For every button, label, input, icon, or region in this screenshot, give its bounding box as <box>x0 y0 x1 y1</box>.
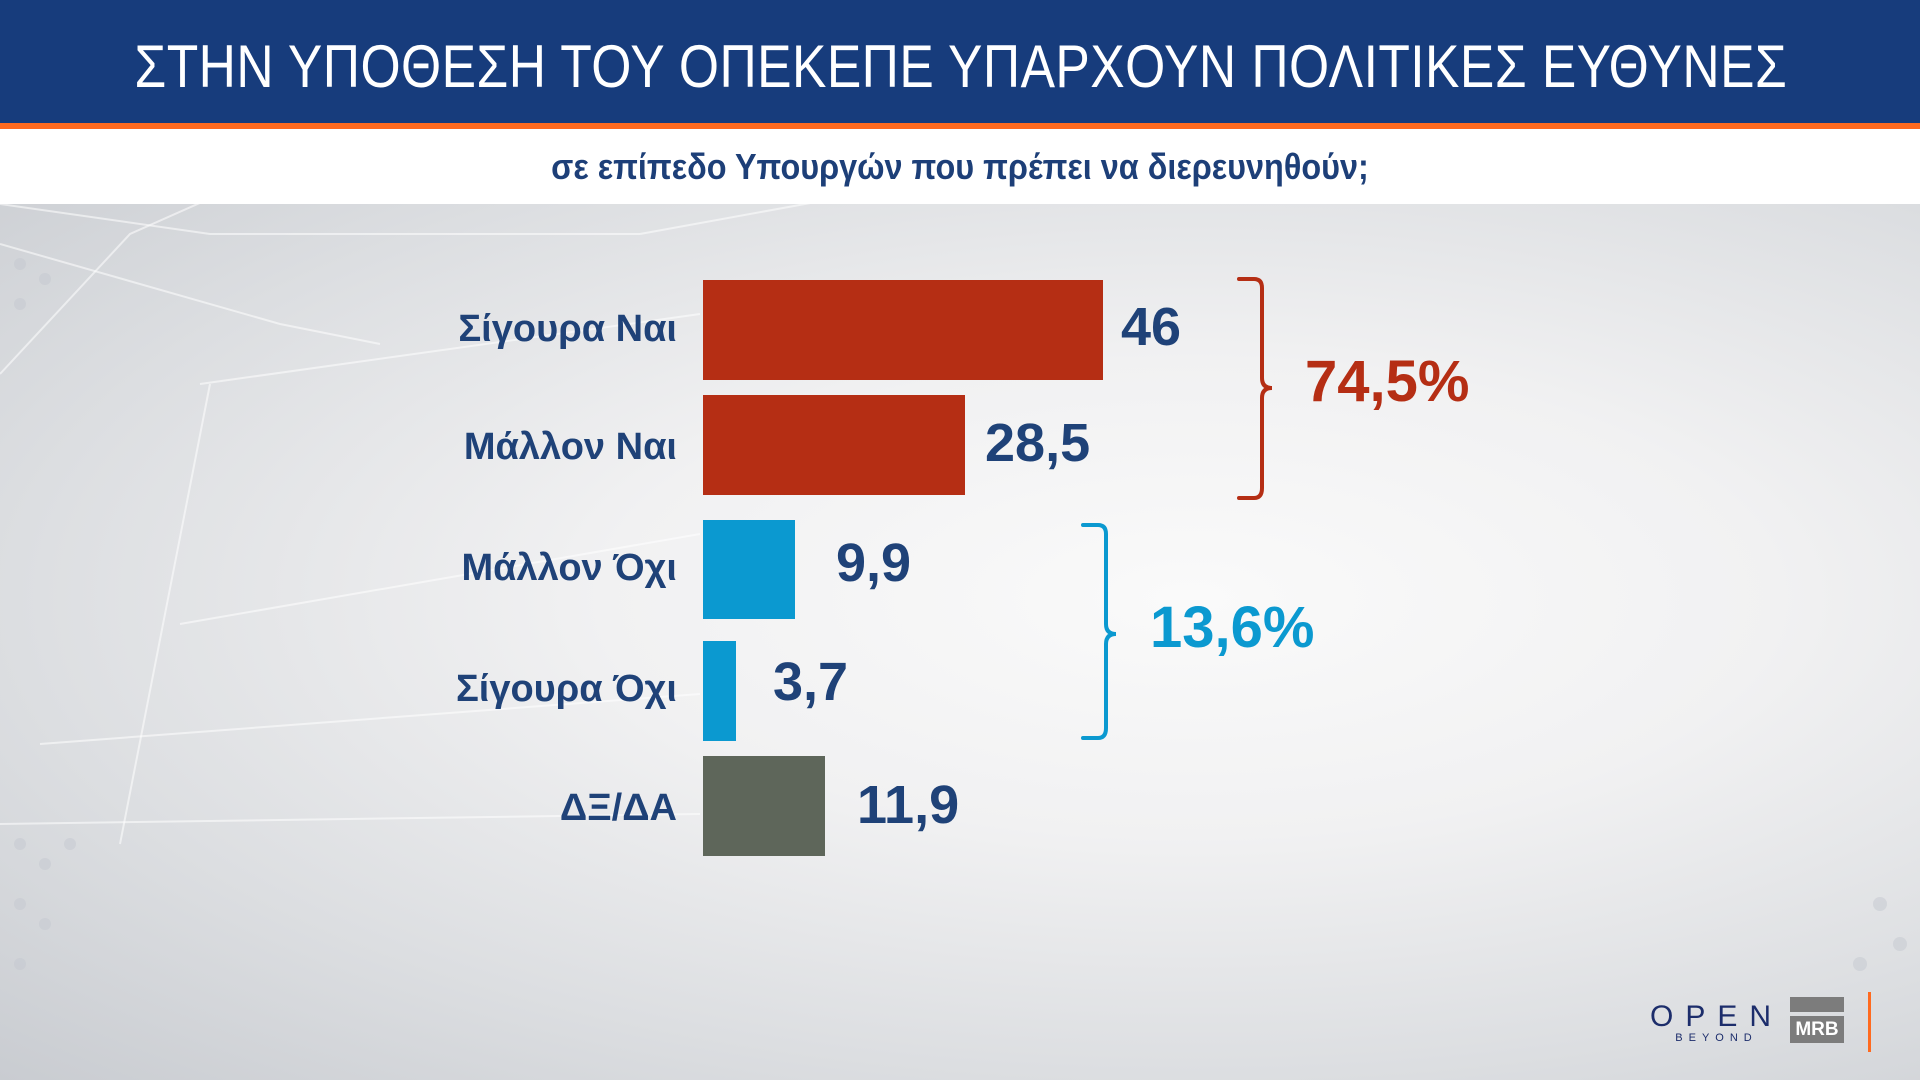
category-label: ΔΞ/ΔΑ <box>559 787 677 829</box>
value-label: 3,7 <box>773 652 849 712</box>
bracket-yes-icon <box>1237 277 1273 500</box>
background-decoration <box>0 204 1907 971</box>
value-label: 28,5 <box>985 413 1091 473</box>
bracket-no-icon <box>1081 523 1117 740</box>
value-label: 46 <box>1121 297 1182 357</box>
bar-mallon-nai <box>703 395 965 495</box>
group-total-yes: 74,5% <box>1305 349 1470 414</box>
category-label: Μάλλον Όχι <box>461 547 678 589</box>
bar-sigoura-ochi <box>703 641 736 741</box>
mrb-logo: MRB <box>1790 997 1844 1043</box>
mrb-logo-text: MRB <box>1790 1016 1844 1043</box>
category-label: Σίγουρα Ναι <box>458 308 677 350</box>
bar-dk-da <box>703 756 825 856</box>
header-banner: ΣΤΗΝ ΥΠΟΘΕΣΗ ΤΟΥ ΟΠΕΚΕΠΕ ΥΠΑΡΧΟΥΝ ΠΟΛΙΤΙ… <box>0 0 1920 123</box>
group-total-no: 13,6% <box>1150 595 1315 660</box>
open-logo-sub: BEYOND <box>1675 1032 1758 1044</box>
open-logo-word: OPEN <box>1650 1000 1784 1033</box>
value-label: 9,9 <box>836 533 912 593</box>
page-title: ΣΤΗΝ ΥΠΟΘΕΣΗ ΤΟΥ ΟΠΕΚΕΠΕ ΥΠΑΡΧΟΥΝ ΠΟΛΙΤΙ… <box>134 33 1788 100</box>
category-label: Σίγουρα Όχι <box>455 668 677 710</box>
chart-area: Σίγουρα Ναι 46 Μάλλον Ναι 28,5 Μάλλον Όχ… <box>0 204 1920 1080</box>
accent-divider <box>0 123 1920 129</box>
open-beyond-logo: OPEN BEYOND <box>1650 1000 1783 1044</box>
category-label: Μάλλον Ναι <box>463 426 677 468</box>
subtitle-band: σε επίπεδο Υπουργών που πρέπει να διερευ… <box>0 129 1920 204</box>
page-subtitle: σε επίπεδο Υπουργών που πρέπει να διερευ… <box>551 146 1369 187</box>
bar-mallon-ochi <box>703 520 795 619</box>
mrb-logo-bar <box>1790 997 1844 1012</box>
value-label: 11,9 <box>857 775 960 835</box>
bar-sigoura-nai <box>703 280 1103 380</box>
accent-vertical-line <box>1868 992 1871 1052</box>
